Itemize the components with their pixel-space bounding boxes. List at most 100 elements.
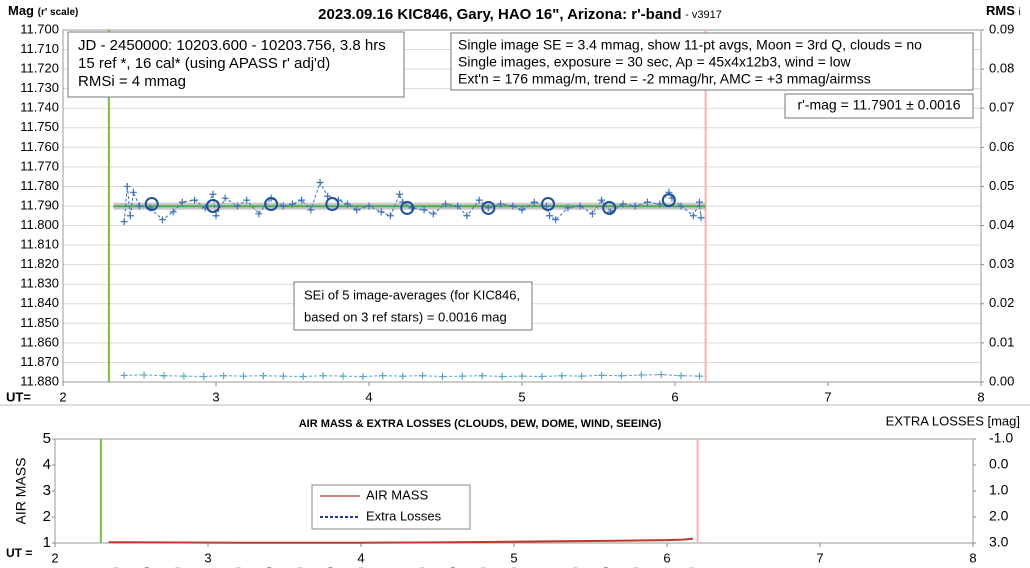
point [377, 208, 385, 216]
point [324, 192, 332, 200]
annotation: r'-mag = 11.7901 ± 0.0016 [797, 97, 960, 113]
point [120, 218, 128, 226]
y2-tick-label: -1.0 [989, 430, 1013, 446]
y-tick-label: 5 [43, 430, 51, 447]
point [564, 204, 572, 212]
point [386, 212, 394, 220]
annotation: Single image SE = 3.4 mmag, show 11-pt a… [458, 37, 922, 53]
x-tick-label: 7 [816, 550, 823, 565]
y-tick-label: 11.880 [20, 373, 59, 388]
y2-tick-label: 1.0 [989, 482, 1009, 498]
x-tick-label: 8 [977, 389, 984, 404]
x-tick-label: 3 [204, 550, 211, 565]
y2-tick-label: 0.02 [989, 295, 1014, 310]
point [379, 372, 387, 380]
point [220, 372, 228, 380]
y-tick-label: 11.860 [20, 334, 59, 349]
x-tick-label: 6 [663, 550, 670, 565]
x-tick-label: 8 [969, 550, 976, 565]
y2-tick-label: 0.01 [989, 334, 1014, 349]
average-point [661, 193, 676, 208]
point [631, 202, 639, 210]
point [429, 210, 437, 218]
y2label-sub: i [1019, 7, 1021, 18]
point [677, 372, 685, 380]
point [518, 372, 526, 380]
average-point [541, 197, 556, 212]
y-tick-label: 11.730 [20, 80, 59, 95]
point [353, 206, 361, 214]
y2-tick-label: 0.07 [989, 100, 1014, 115]
chart-title: 2023.09.16 KIC846, Gary, HAO 16", Arizon… [318, 6, 722, 23]
point [420, 206, 428, 214]
y-tick-label: 11.820 [20, 256, 59, 271]
annotation-box [67, 31, 405, 98]
point [129, 188, 137, 196]
point [442, 200, 449, 208]
point [160, 372, 168, 380]
y2-tick-label: 0.06 [989, 139, 1014, 154]
annotation: based on 3 ref stars) = 0.0016 mag [304, 309, 507, 324]
y2-tick-label: 2.0 [989, 508, 1009, 524]
point [588, 210, 596, 218]
annotations: JD - 2450000: 10203.600 - 10203.756, 3.8… [67, 31, 974, 331]
point [656, 200, 664, 208]
title-text: 2023.09.16 KIC846, Gary, HAO 16", Arizon… [318, 6, 681, 23]
annotation: SEi of 5 image-averages (for KIC846, [304, 287, 520, 302]
point [221, 194, 229, 202]
series-line [123, 181, 702, 222]
point [178, 198, 186, 206]
legend-box [311, 484, 471, 530]
point [617, 372, 625, 380]
ylabel-text: Mag [8, 3, 34, 18]
x-axis-label: UT= [6, 389, 31, 404]
point [243, 196, 251, 204]
point [695, 198, 703, 206]
point [695, 372, 703, 380]
point [279, 202, 287, 210]
average-point [400, 200, 415, 215]
point [677, 202, 685, 210]
y-tick-label: 11.850 [20, 315, 59, 330]
point [279, 372, 287, 380]
point [136, 202, 143, 210]
plot-frame [54, 438, 974, 544]
point [344, 200, 352, 208]
point [126, 212, 134, 220]
y-tick-label: 11.870 [20, 354, 59, 369]
point [209, 190, 217, 198]
subtitle: - v3917 [685, 9, 722, 21]
annotation-box [450, 32, 974, 91]
y-tick-label: 11.790 [20, 197, 59, 212]
average-point [481, 200, 496, 215]
point [530, 198, 538, 206]
point [123, 182, 131, 190]
legend-label: Extra Losses [366, 508, 442, 523]
point [307, 206, 315, 214]
y-tick-label: 11.710 [20, 41, 59, 56]
y-tick-label: 1 [43, 534, 51, 551]
y-tick-label: 11.830 [20, 276, 59, 291]
point [578, 372, 586, 380]
point [319, 372, 327, 380]
y2-tick-label: 0.08 [989, 61, 1014, 76]
ylabel-note: (r' scale) [38, 7, 79, 18]
point [689, 212, 697, 220]
y-tick-label: 11.740 [20, 100, 59, 115]
average-point [602, 200, 617, 215]
y-tick-label: 11.810 [20, 237, 59, 252]
point [180, 372, 188, 380]
y-tick-label: 11.750 [20, 119, 59, 134]
y-tick-label: 11.780 [20, 178, 59, 193]
point [255, 210, 263, 218]
point [576, 202, 584, 210]
y2-axis-label: RMS i [986, 3, 1021, 18]
x-tick-label: 4 [365, 389, 372, 404]
annotation: 15 ref *, 16 cal* (using APASS r' adj'd) [78, 55, 330, 72]
point [438, 373, 446, 381]
point [478, 372, 486, 380]
point [316, 179, 324, 187]
average-point [264, 197, 279, 212]
x-tick-label: 4 [357, 550, 364, 565]
point [259, 372, 267, 380]
